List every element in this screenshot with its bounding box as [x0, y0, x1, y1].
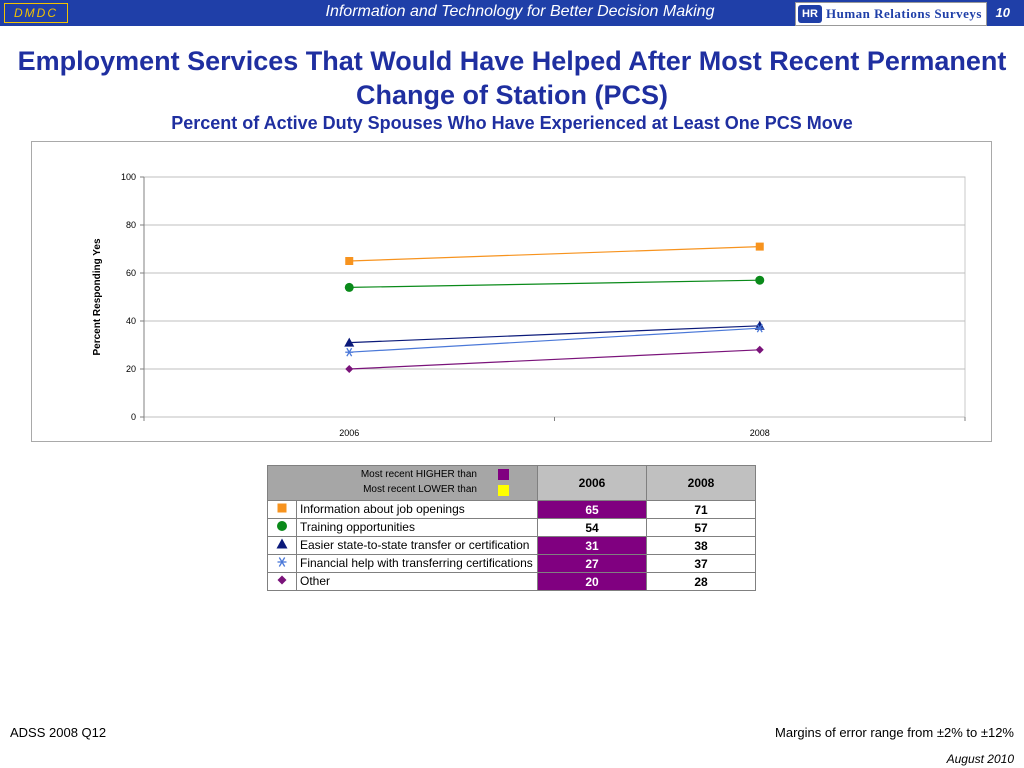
row-marker: [267, 518, 297, 537]
top-banner: DMDC Information and Technology for Bett…: [0, 0, 1024, 26]
row-label: Financial help with transferring certifi…: [296, 554, 538, 573]
row-label: Training opportunities: [296, 518, 538, 537]
row-marker: [267, 500, 297, 519]
data-table: Most recent HIGHER than Most recent LOWE…: [267, 465, 756, 591]
value-2008: 28: [646, 572, 756, 591]
chart-canvas: 0 20 40 60 80 100 2006 2008 Percent Responding Y…: [92, 172, 966, 438]
series-2-point: [344, 337, 355, 347]
y-tick-label: 40: [126, 316, 136, 326]
series-0-point: [755, 242, 764, 251]
series-line-0: [349, 246, 760, 262]
marker-shape: [277, 557, 287, 567]
row-label: Other: [296, 572, 538, 591]
higher-key-label: Most recent HIGHER than: [360, 469, 477, 480]
value-2008: 38: [646, 536, 756, 555]
value-2006: 31: [537, 536, 647, 555]
table-row: Easier state-to-state transfer or certif…: [267, 536, 756, 555]
hr-logo-mark: HR: [798, 5, 822, 23]
value-2008: 57: [646, 518, 756, 537]
series-4-point: [755, 345, 764, 354]
series-1-point: [755, 275, 765, 285]
y-tick-label: 0: [131, 412, 136, 422]
series-line-3: [349, 327, 760, 353]
value-2008: 37: [646, 554, 756, 573]
square-marker-icon: [277, 503, 287, 513]
triangle-marker-icon: [276, 538, 288, 549]
lower-key-label: Most recent LOWER than: [363, 484, 477, 495]
y-tick-label: 80: [126, 220, 136, 230]
series-line-4: [349, 349, 760, 370]
series-2-point: [754, 320, 765, 330]
table-key-cell: Most recent HIGHER than Most recent LOWE…: [267, 465, 538, 501]
dmdc-logo: DMDC: [4, 3, 68, 23]
value-2006: 54: [537, 518, 647, 537]
series-4-point: [345, 365, 354, 373]
asterisk-marker-icon: [277, 557, 287, 567]
row-marker: [267, 536, 297, 555]
value-2006: 20: [537, 572, 647, 591]
marker-shape: [277, 503, 287, 513]
diamond-marker-icon: [277, 575, 287, 585]
y-tick-label: 20: [126, 364, 136, 374]
value-2008: 71: [646, 500, 756, 519]
row-marker: [267, 572, 297, 591]
source-note: ADSS 2008 Q12: [10, 725, 107, 740]
series-line-1: [349, 279, 760, 288]
plot-area: [143, 176, 966, 418]
value-2006: 65: [537, 500, 647, 519]
row-label: Easier state-to-state transfer or certif…: [296, 536, 538, 555]
marker-shape: [277, 575, 287, 585]
page-number: 10: [995, 5, 1010, 20]
margin-of-error-note: Margins of error range from ±2% to ±12%: [775, 725, 1014, 740]
value-2006: 27: [537, 554, 647, 573]
date-note: August 2010: [946, 752, 1014, 766]
banner-tagline: Information and Technology for Better De…: [325, 3, 715, 20]
hr-logo-text: Human Relations Surveys: [826, 6, 982, 21]
marker-shape: [277, 521, 287, 531]
y-tick-label: 60: [126, 268, 136, 278]
line-chart: 0 20 40 60 80 100 2006 2008 Percent Responding Y…: [31, 141, 992, 442]
table-row: Other 20 28: [267, 572, 756, 591]
marker-shape: [276, 538, 288, 549]
x-tick-label: 2006: [339, 428, 359, 438]
column-header-2006: 2006: [537, 465, 647, 501]
series-1-point: [344, 282, 354, 292]
row-marker: [267, 554, 297, 573]
row-label: Information about job openings: [296, 500, 538, 519]
y-axis-title: Percent Responding Yes: [92, 238, 103, 356]
x-tick-label: 2008: [750, 428, 770, 438]
series-3-point: [755, 323, 764, 333]
table-row: Information about job openings 65 71: [267, 500, 756, 519]
table-header-row: Most recent HIGHER than Most recent LOWE…: [267, 465, 756, 501]
column-header-2008: 2008: [646, 465, 756, 501]
series-3-point: [345, 347, 354, 357]
higher-key-swatch: [498, 469, 509, 480]
series-line-2: [349, 325, 760, 344]
circle-marker-icon: [277, 521, 287, 531]
table-row: Financial help with transferring certifi…: [267, 554, 756, 573]
slide-title: Employment Services That Would Have Help…: [17, 46, 1007, 110]
y-tick-label: 100: [121, 172, 136, 182]
table-body: Information about job openings 65 71 Traini…: [267, 500, 756, 591]
table-row: Training opportunities 54 57: [267, 518, 756, 537]
lower-key-swatch: [498, 485, 509, 496]
series-0-point: [345, 257, 354, 265]
hr-surveys-logo: HR Human Relations Surveys: [795, 2, 987, 26]
slide-subtitle: Percent of Active Duty Spouses Who Have …: [171, 113, 853, 133]
